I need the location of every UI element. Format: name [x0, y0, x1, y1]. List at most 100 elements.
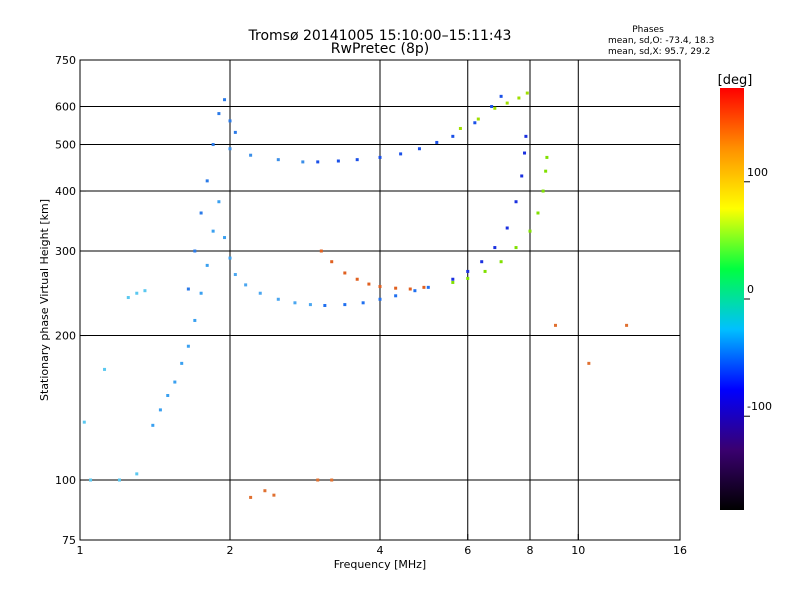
data-point: [367, 282, 371, 286]
data-point: [505, 226, 509, 230]
colorbar: [720, 88, 744, 510]
y-tick-label: 200: [55, 330, 76, 343]
data-point: [244, 283, 248, 287]
data-point: [490, 105, 494, 109]
colorbar-tick-label: 100: [747, 166, 768, 179]
data-point: [199, 291, 203, 295]
data-series: [249, 323, 629, 499]
y-tick-label: 600: [55, 101, 76, 114]
data-point: [499, 260, 503, 264]
data-point: [553, 323, 557, 327]
data-point: [480, 260, 484, 264]
data-series: [233, 273, 312, 307]
data-point: [193, 318, 197, 322]
data-point: [301, 160, 305, 164]
data-series: [451, 134, 528, 281]
data-point: [272, 493, 276, 497]
data-point: [422, 285, 426, 289]
data-point: [233, 130, 237, 134]
data-point: [135, 472, 139, 476]
data-point: [193, 249, 197, 253]
data-point: [473, 121, 477, 125]
data-point: [493, 246, 497, 250]
data-point: [158, 408, 162, 412]
data-point: [466, 269, 470, 273]
data-point: [117, 478, 121, 482]
data-point: [524, 134, 528, 138]
data-point: [355, 277, 359, 281]
data-point: [355, 158, 359, 162]
x-tick-label: 1: [77, 544, 84, 557]
data-point: [126, 296, 130, 300]
phase-stats-x: mean, sd,X: 95.7, 29.2: [608, 47, 710, 57]
data-point: [330, 478, 334, 482]
data-point: [217, 200, 221, 204]
chart-title: Tromsø 20141005 15:10:00–15:11:43: [248, 28, 512, 44]
data-point: [263, 489, 267, 493]
data-series: [151, 200, 232, 427]
data-point: [394, 286, 398, 290]
x-axis-ticks: 1 2 4 6 8 10 16: [77, 534, 687, 557]
data-point: [143, 289, 147, 293]
y-tick-label: 100: [55, 474, 76, 487]
data-point: [336, 159, 340, 163]
data-point: [180, 361, 184, 365]
data-point: [228, 119, 232, 123]
data-point: [417, 147, 421, 151]
phase-stats-heading: Phases: [632, 25, 664, 35]
data-point: [205, 179, 209, 183]
data-point: [493, 106, 497, 110]
data-point: [217, 112, 221, 116]
data-point: [408, 287, 412, 291]
x-tick-label: 2: [227, 544, 234, 557]
data-point: [413, 289, 417, 293]
data-point: [233, 273, 237, 277]
data-point: [319, 249, 323, 253]
data-point: [249, 495, 253, 499]
y-tick-label: 300: [55, 245, 76, 258]
data-point: [173, 380, 177, 384]
data-point: [228, 147, 232, 151]
data-point: [523, 151, 527, 155]
data-point: [82, 420, 86, 424]
data-point: [103, 367, 107, 371]
data-point: [476, 117, 480, 121]
data-point: [361, 301, 365, 305]
colorbar-tick-label: -100: [747, 400, 772, 413]
x-tick-label: 4: [377, 544, 384, 557]
data-point: [394, 294, 398, 298]
data-point: [517, 96, 521, 100]
data-points: [82, 91, 629, 499]
colorbar-tick-label: 0: [747, 283, 754, 296]
data-point: [166, 394, 170, 398]
colorbar-ticks: 100 0 -100: [744, 166, 772, 417]
data-point: [343, 271, 347, 275]
data-point: [258, 291, 262, 295]
data-point: [276, 158, 280, 162]
y-axis-label: Stationary phase Virtual Height [km]: [38, 199, 51, 401]
data-series: [186, 98, 237, 291]
x-tick-label: 10: [571, 544, 585, 557]
data-point: [223, 236, 227, 240]
data-point: [545, 155, 549, 159]
data-point: [399, 152, 403, 156]
data-point: [451, 277, 455, 281]
data-point: [151, 423, 155, 427]
data-point: [426, 285, 430, 289]
data-series: [82, 289, 147, 482]
data-point: [525, 91, 529, 95]
y-tick-label: 500: [55, 139, 76, 152]
data-point: [205, 263, 209, 267]
data-series: [458, 91, 529, 130]
data-series: [451, 155, 549, 284]
data-point: [520, 174, 524, 178]
data-point: [323, 303, 327, 307]
data-point: [316, 160, 320, 164]
x-tick-label: 8: [527, 544, 534, 557]
data-point: [199, 211, 203, 215]
y-tick-label: 400: [55, 185, 76, 198]
data-point: [378, 297, 382, 301]
data-point: [343, 303, 347, 307]
data-point: [466, 276, 470, 280]
